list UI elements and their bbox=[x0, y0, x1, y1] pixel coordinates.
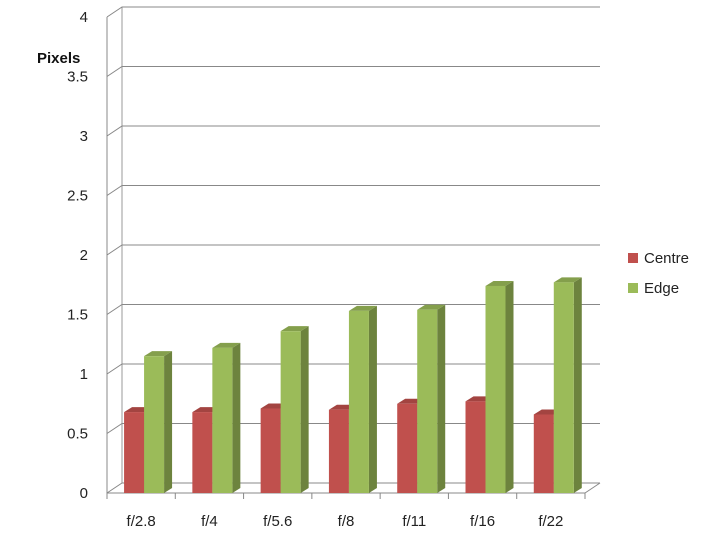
y-tick-label: 3 bbox=[80, 128, 88, 145]
x-tick-label: f/11 bbox=[402, 513, 426, 530]
legend: Centre Edge bbox=[628, 243, 689, 303]
bar-edge-f/11 bbox=[417, 304, 446, 493]
legend-label-edge: Edge bbox=[644, 279, 680, 297]
legend-swatch-edge bbox=[628, 283, 638, 293]
tick-labels: 0 0.5 1 1.5 2 2.5 3 3.5 4 f/2.8 f/4 f/5.6 f/8 f/11 f/1… bbox=[67, 9, 563, 530]
bar-edge-f/4 bbox=[212, 342, 241, 493]
x-tick-label: f/16 bbox=[470, 513, 495, 530]
y-tick-label: 2.5 bbox=[67, 188, 88, 205]
y-axis-label: Pixels bbox=[37, 50, 80, 67]
y-tick-label: 4 bbox=[80, 9, 88, 26]
x-tick-label: f/8 bbox=[338, 513, 355, 530]
x-tick-label: f/2.8 bbox=[127, 513, 156, 530]
x-tick-label: f/4 bbox=[201, 513, 218, 530]
gridline bbox=[106, 125, 600, 137]
y-tick-label: 1 bbox=[80, 366, 88, 383]
bar-edge-f/22 bbox=[553, 277, 582, 493]
y-tick-label: 0 bbox=[80, 485, 88, 502]
y-tick-label: 1.5 bbox=[67, 307, 88, 324]
y-tick-label: 0.5 bbox=[67, 426, 88, 443]
legend-item-centre: Centre bbox=[628, 243, 689, 273]
gridline bbox=[106, 6, 600, 18]
gridline bbox=[106, 66, 600, 77]
gridline bbox=[106, 304, 600, 315]
gridline bbox=[106, 185, 600, 196]
gridline bbox=[106, 244, 600, 256]
legend-swatch-centre bbox=[628, 253, 638, 263]
floor-side-edge bbox=[584, 482, 601, 494]
bars bbox=[124, 277, 582, 493]
legend-label-centre: Centre bbox=[644, 249, 690, 267]
bar-edge-f/2.8 bbox=[144, 351, 173, 493]
x-tick-label: f/5.6 bbox=[263, 513, 292, 530]
legend-item-edge: Edge bbox=[628, 273, 689, 303]
x-tick-label: f/22 bbox=[538, 513, 563, 530]
bar-edge-f/8 bbox=[348, 305, 377, 493]
gridlines bbox=[106, 6, 601, 499]
y-tick-label: 3.5 bbox=[67, 69, 88, 86]
y-tick-label: 2 bbox=[80, 247, 88, 264]
bar-edge-f/5.6 bbox=[280, 326, 309, 493]
bar-edge-f/16 bbox=[485, 280, 514, 493]
